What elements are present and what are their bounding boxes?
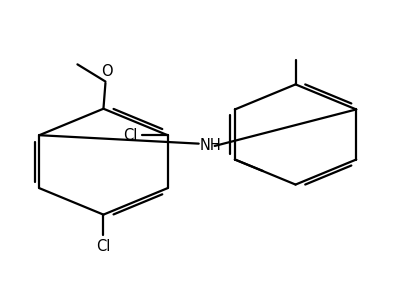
- Text: NH: NH: [199, 138, 221, 153]
- Text: Cl: Cl: [96, 239, 111, 254]
- Text: Cl: Cl: [123, 128, 137, 143]
- Text: O: O: [101, 64, 112, 79]
